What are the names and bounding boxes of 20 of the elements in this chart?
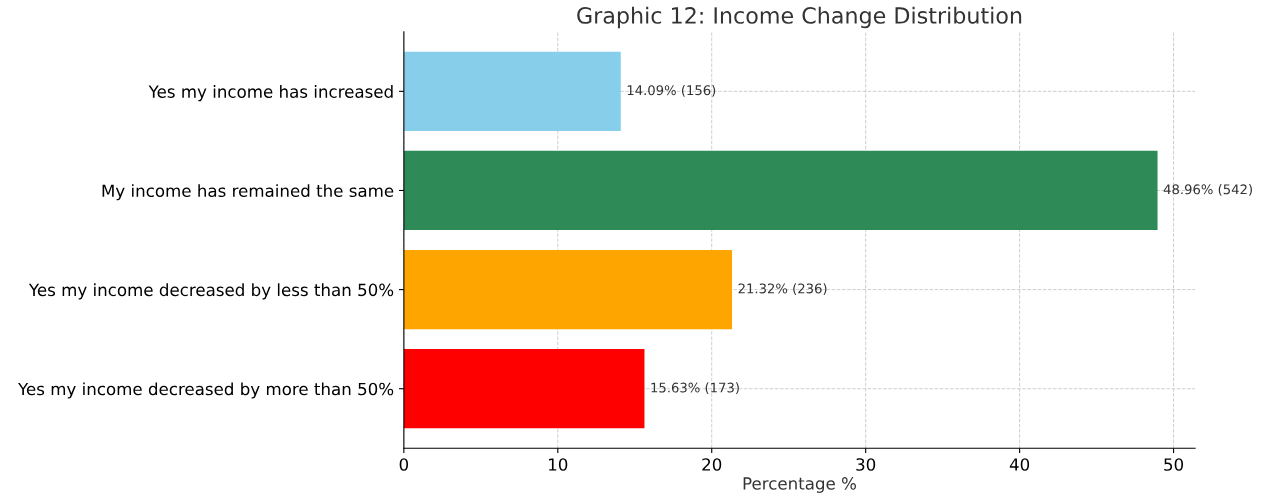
bar bbox=[403, 249, 733, 330]
y-tick-label: My income has remained the same bbox=[102, 184, 394, 201]
x-tick-label: 40 bbox=[1009, 458, 1030, 471]
x-tick-label: 50 bbox=[1164, 458, 1184, 471]
data-label: 15.63% (173) bbox=[651, 382, 739, 395]
y-tick-label: Yes my income decreased by more than 50% bbox=[17, 382, 394, 399]
x-axis-title: Percentage % bbox=[743, 477, 856, 493]
chart-title: Graphic 12: Income Change Distribution bbox=[577, 6, 1022, 29]
data-label: 21.32% (236) bbox=[738, 283, 827, 295]
bar bbox=[403, 349, 645, 429]
x-tick-label: 10 bbox=[549, 458, 568, 471]
bar bbox=[403, 150, 1158, 231]
x-tick-label: 30 bbox=[856, 458, 876, 471]
data-label: 48.96% (542) bbox=[1163, 184, 1252, 196]
bar bbox=[403, 51, 621, 131]
y-tick-label: Yes my income has increased bbox=[148, 85, 393, 102]
y-tick-label: Yes my income decreased by less than 50% bbox=[28, 283, 394, 300]
x-tick-label: 0 bbox=[399, 458, 409, 471]
x-tick-label: 20 bbox=[702, 458, 722, 471]
data-label: 14.09% (156) bbox=[627, 84, 716, 97]
